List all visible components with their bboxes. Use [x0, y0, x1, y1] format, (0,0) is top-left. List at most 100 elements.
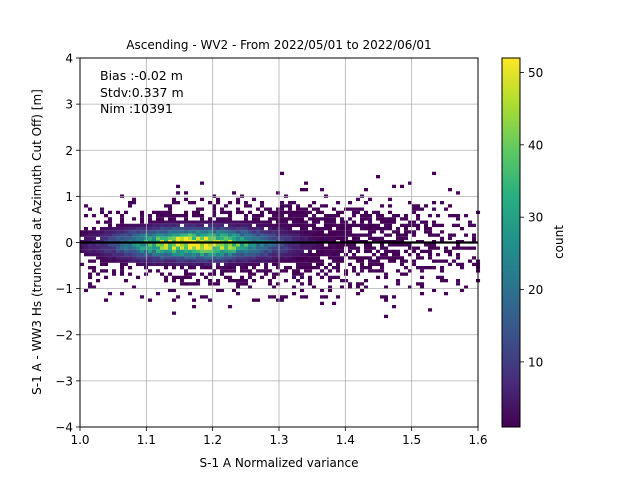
heatmap-cell [152, 233, 157, 237]
heatmap-cell [104, 298, 109, 302]
heatmap-cell [460, 288, 465, 293]
heatmap-cell [208, 272, 213, 276]
heatmap-cell [380, 246, 385, 250]
heatmap-cell [300, 272, 305, 276]
heatmap-cell [228, 266, 233, 270]
heatmap-cell [200, 227, 205, 231]
heatmap-cell [156, 256, 161, 260]
heatmap-cell [232, 253, 237, 257]
heatmap-cell [316, 246, 321, 250]
heatmap-cell [400, 223, 405, 228]
heatmap-cell [92, 246, 97, 250]
heatmap-cell [272, 243, 277, 247]
heatmap-cell [136, 275, 141, 280]
heatmap-cell [192, 256, 197, 260]
heatmap-cell [192, 214, 197, 218]
heatmap-cell [180, 253, 185, 257]
heatmap-cell [308, 262, 313, 267]
heatmap-cell [172, 246, 177, 250]
heatmap-cell [448, 204, 453, 208]
heatmap-cell [328, 275, 333, 280]
heatmap-cell [340, 220, 345, 224]
heatmap-cell [164, 236, 169, 241]
heatmap-cell [284, 259, 289, 263]
heatmap-cell [384, 233, 389, 237]
heatmap-cell [420, 282, 425, 286]
heatmap-cell [88, 246, 93, 250]
heatmap-cell [172, 262, 177, 267]
heatmap-cell [308, 275, 313, 280]
heatmap-cell [236, 243, 241, 247]
heatmap-cell [264, 233, 269, 237]
heatmap-cell [112, 246, 117, 250]
heatmap-cell [252, 217, 257, 221]
heatmap-cell [168, 214, 173, 218]
heatmap-cell [392, 243, 397, 247]
heatmap-cell [260, 210, 265, 215]
heatmap-cell [180, 230, 185, 234]
heatmap-cell [176, 220, 181, 224]
heatmap-cell [252, 230, 257, 234]
heatmap-cell [320, 204, 325, 208]
heatmap-cell [264, 207, 269, 211]
heatmap-cell [252, 220, 257, 224]
heatmap-cell [284, 223, 289, 228]
heatmap-cell [128, 253, 133, 257]
heatmap-cell [244, 253, 249, 257]
heatmap-cell [172, 230, 177, 234]
heatmap-cell [368, 262, 373, 267]
heatmap-cell [248, 249, 253, 254]
heatmap-cell [320, 188, 325, 192]
heatmap-cell [172, 201, 177, 205]
heatmap-cell [240, 236, 245, 241]
heatmap-cell [316, 253, 321, 257]
heatmap-cell [292, 292, 297, 296]
heatmap-cell [256, 253, 261, 257]
heatmap-cell [356, 210, 361, 215]
heatmap-cell [96, 220, 101, 224]
heatmap-cell [344, 269, 349, 273]
heatmap-cell [116, 236, 121, 241]
heatmap-cell [112, 243, 117, 247]
heatmap-cell [136, 223, 141, 228]
heatmap-cell [452, 246, 457, 250]
heatmap-cell [332, 249, 337, 254]
heatmap-cell [244, 282, 249, 286]
heatmap-cell [228, 259, 233, 263]
heatmap-cell [292, 259, 297, 263]
heatmap-cell [420, 285, 425, 289]
heatmap-cell [172, 220, 177, 224]
heatmap-cell [268, 279, 273, 283]
heatmap-cell [380, 243, 385, 247]
heatmap-cell [348, 207, 353, 211]
heatmap-cell [236, 246, 241, 250]
heatmap-cell [348, 285, 353, 289]
heatmap-cell [300, 256, 305, 260]
heatmap-cell [200, 181, 205, 185]
heatmap-cell [384, 272, 389, 276]
heatmap-cell [284, 279, 289, 283]
heatmap-cell [252, 243, 257, 247]
x-tick-label: 1.1 [137, 433, 156, 447]
heatmap-cell [180, 275, 185, 280]
heatmap-cell [244, 214, 249, 218]
heatmap-cell [116, 227, 121, 231]
heatmap-cell [232, 256, 237, 260]
heatmap-cell [308, 246, 313, 250]
heatmap-cell [324, 236, 329, 241]
heatmap-cell [364, 285, 369, 289]
heatmap-cell [172, 256, 177, 260]
heatmap-cell [328, 262, 333, 267]
heatmap-cell [216, 197, 221, 202]
heatmap-cell [344, 272, 349, 276]
heatmap-cell [224, 230, 229, 234]
heatmap-cell [116, 256, 121, 260]
heatmap-cell [264, 220, 269, 224]
heatmap-cell [440, 223, 445, 228]
heatmap-cell [264, 246, 269, 250]
heatmap-cell [216, 288, 221, 293]
heatmap-cell [224, 259, 229, 263]
heatmap-cell [212, 223, 217, 228]
heatmap-cell [400, 256, 405, 260]
heatmap-cell [280, 269, 285, 273]
